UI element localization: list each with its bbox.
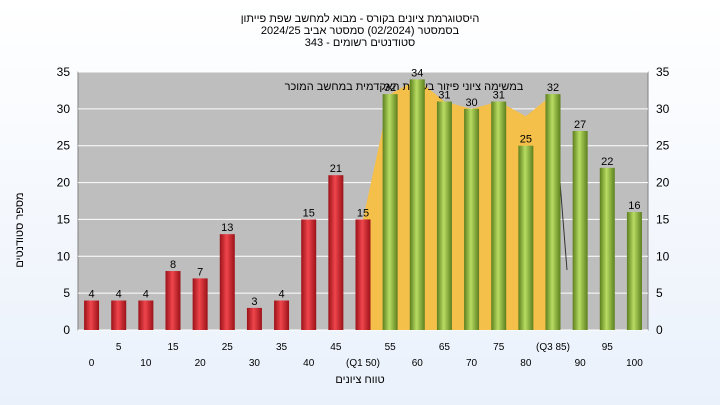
bar-30 [246,307,262,330]
x-tick-label: 20 [195,358,207,369]
data-label-5: 4 [116,289,122,301]
y-tick-label-right: 25 [656,139,670,153]
y-tick-label-left: 0 [63,323,70,337]
data-label-40: 15 [303,207,315,219]
x-axis-label: טווח ציונים [335,374,385,386]
y-tick-label-left: 20 [57,176,71,190]
chart-title-line-2: בסמסטר (02/2024) סמסטר אביב 2024/25 [260,25,460,37]
x-tick-label: 55 [385,342,397,353]
bar-20 [192,278,208,330]
bar-95 [599,167,615,330]
data-label-95: 22 [601,156,613,168]
x-tick-label: 100 [626,358,643,369]
chart-annotation: במשימה ציוני פיזור בערכת האקדמית במחשב ה… [285,81,524,93]
y-tick-label-left: 35 [57,65,71,79]
data-label-85: 32 [547,82,559,94]
bar-55 [382,94,398,330]
data-label-100: 16 [628,200,640,212]
x-tick-label: 45 [330,342,342,353]
bar-0 [84,300,100,330]
y-tick-label-left: 15 [57,212,71,226]
y-tick-label-left: 25 [57,139,71,153]
data-label-75: 31 [493,89,505,101]
y-tick-label-right: 20 [656,176,670,190]
data-label-30: 3 [251,296,257,308]
x-tick-label: 0 [89,358,95,369]
bar-60 [409,79,425,330]
bar-5 [111,300,127,330]
y-tick-label-right: 10 [656,249,670,263]
chart-title-line-1: היסטוגרמת ציונים בקורס - מבוא למחשב שפת … [240,13,480,25]
y-tick-label-left: 10 [57,249,71,263]
data-label-60: 34 [411,67,423,79]
data-label-50: 15 [357,207,369,219]
x-tick-label: 60 [412,358,424,369]
bar-80 [518,145,534,330]
chart-title-line-3: סטודנטים רשומים - 343 [304,37,416,49]
data-label-0: 4 [89,289,95,301]
data-label-15: 8 [170,259,176,271]
x-tick-label: 25 [222,342,234,353]
x-tick-label: 95 [602,342,614,353]
data-label-70: 30 [465,97,477,109]
x-tick-label: 10 [140,358,152,369]
bar-100 [626,212,642,330]
bar-65 [436,101,452,330]
y-tick-label-right: 15 [656,212,670,226]
bar-15 [165,271,181,330]
x-tick-label: 65 [439,342,451,353]
data-label-10: 4 [143,289,149,301]
data-label-65: 31 [438,89,450,101]
y-tick-label-left: 5 [63,286,70,300]
data-label-55: 32 [384,82,396,94]
x-tick-label: (Q1 50) [346,358,380,369]
bar-25 [219,234,235,330]
data-label-90: 27 [574,119,586,131]
bar-50 [355,219,371,330]
x-tick-label: 75 [493,342,505,353]
x-tick-label: (Q3 85) [536,342,570,353]
x-tick-label: 40 [303,358,315,369]
x-tick-label: 90 [575,358,587,369]
x-tick-label: 80 [520,358,532,369]
y-tick-label-right: 35 [656,65,670,79]
bar-75 [491,101,507,330]
data-label-45: 21 [330,163,342,175]
bar-45 [328,175,344,330]
y-tick-label-left: 30 [57,102,71,116]
bar-10 [138,300,154,330]
bar-85 [545,94,561,330]
data-label-20: 7 [197,266,203,278]
x-tick-label: 35 [276,342,288,353]
bar-90 [572,130,588,330]
x-tick-label: 70 [466,358,478,369]
x-tick-label: 5 [116,342,122,353]
y-tick-label-right: 5 [656,286,663,300]
bar-40 [301,219,317,330]
x-tick-label: 30 [249,358,261,369]
bar-70 [464,108,480,330]
data-label-25: 13 [221,222,233,234]
data-label-80: 25 [520,134,532,146]
bar-35 [274,300,290,330]
y-tick-label-right: 0 [656,323,663,337]
data-label-35: 4 [279,289,285,301]
y-tick-label-right: 30 [656,102,670,116]
x-tick-label: 15 [167,342,179,353]
